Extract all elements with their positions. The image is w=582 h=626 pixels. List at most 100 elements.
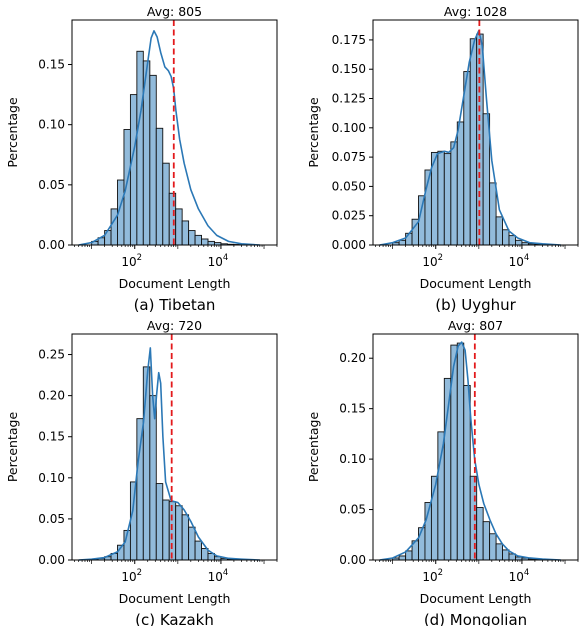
- x-tick-label: 102: [422, 253, 443, 269]
- x-tick-label: 102: [422, 568, 443, 584]
- x-tick-label: 104: [208, 253, 229, 269]
- y-tick-label: 0.20: [38, 389, 65, 403]
- y-tick-label: 0.15: [38, 58, 65, 72]
- chart-title: Avg: 805: [147, 4, 202, 19]
- histogram-bar: [495, 543, 503, 561]
- y-tick-label: 0.175: [332, 33, 366, 47]
- y-tick-label: 0.05: [339, 503, 366, 517]
- histogram-bar: [495, 216, 503, 246]
- histogram-bar: [418, 527, 426, 561]
- histogram-bar: [194, 540, 202, 561]
- kde-curve: [78, 347, 260, 561]
- y-tick-label: 0.125: [332, 92, 366, 106]
- histogram-bar: [155, 127, 164, 246]
- x-tick-label: 102: [121, 568, 142, 584]
- histogram-bar: [508, 235, 516, 246]
- histogram-bar: [469, 38, 478, 246]
- histogram-bar: [188, 230, 196, 246]
- kde-curve: [379, 341, 561, 561]
- histogram-bar: [168, 192, 177, 246]
- axes-frame: [372, 333, 579, 561]
- y-tick-label: 0.15: [38, 430, 65, 444]
- histogram-bar: [476, 507, 484, 561]
- x-axis-label: Document Length: [119, 276, 231, 291]
- histogram-bar: [194, 234, 202, 246]
- x-tick-label: 104: [509, 253, 530, 269]
- axes-frame: [71, 19, 278, 246]
- histogram-bar: [149, 395, 157, 561]
- chart-title: Avg: 720: [147, 318, 202, 333]
- panel-4: 0.00 0.05 0.10 0.15 0.20 102 104 Avg: 807 Docume…: [306, 318, 579, 626]
- x-tick-label: 104: [509, 568, 530, 584]
- histogram-bar: [502, 229, 510, 246]
- y-tick-label: 0.05: [38, 178, 65, 192]
- x-tick-label: 102: [121, 253, 142, 269]
- histogram-bar: [489, 533, 497, 561]
- chart-title: Avg: 807: [448, 318, 503, 333]
- histogram-bar: [149, 74, 157, 246]
- y-tick-label: 0.050: [332, 179, 366, 193]
- histogram-bar: [489, 182, 497, 246]
- y-tick-label: 0.05: [38, 512, 65, 526]
- y-tick-label: 0.000: [332, 238, 366, 252]
- y-tick-label: 0.00: [339, 553, 366, 567]
- y-tick-label: 0.20: [339, 351, 366, 365]
- axes-frame: [71, 333, 278, 561]
- y-tick-label: 0.075: [332, 150, 366, 164]
- axes-frame: [372, 19, 579, 246]
- y-tick-label: 0.15: [339, 402, 366, 416]
- histogram-bar: [181, 220, 190, 246]
- y-tick-label: 0.00: [38, 553, 65, 567]
- panel-3: 0.00 0.05 0.10 0.15 0.20 0.25 102 104 Avg: 720 Do…: [5, 318, 278, 626]
- subfigure-caption: (d) Mongolian: [424, 611, 527, 626]
- y-axis-label: Percentage: [306, 412, 321, 483]
- histogram-bar: [162, 499, 170, 561]
- histogram-bar: [463, 71, 471, 246]
- y-tick-label: 0.100: [332, 121, 366, 135]
- y-tick-label: 0.25: [38, 348, 65, 362]
- y-tick-label: 0.00: [38, 238, 65, 252]
- histogram-bar: [450, 141, 458, 246]
- y-tick-label: 0.025: [332, 209, 366, 223]
- histogram-bar: [201, 238, 209, 246]
- histogram-bar: [463, 385, 471, 561]
- histogram-bar: [443, 377, 452, 561]
- y-tick-label: 0.150: [332, 62, 366, 76]
- histogram-bar: [443, 153, 452, 246]
- histogram-bar: [136, 418, 144, 561]
- histogram-bar: [123, 129, 131, 246]
- y-axis-label: Percentage: [5, 412, 20, 483]
- histogram-bar: [136, 50, 144, 246]
- histogram-bar: [175, 208, 183, 246]
- histogram-bar: [437, 431, 445, 561]
- y-tick-label: 0.10: [38, 118, 65, 132]
- histogram-bar: [502, 549, 510, 561]
- y-axis-label: Percentage: [5, 97, 20, 168]
- subfigure-caption: (c) Kazakh: [135, 611, 214, 626]
- panel-1: 0.00 0.05 0.10 0.15 102 104 Avg: 805 Document L…: [5, 4, 278, 314]
- histogram-bar: [155, 483, 164, 561]
- subfigure-caption: (a) Tibetan: [134, 296, 216, 314]
- histogram-bar: [175, 505, 183, 561]
- histogram-bar: [142, 366, 151, 561]
- histogram-bar: [129, 94, 138, 246]
- kde-curve: [379, 29, 561, 246]
- histogram-bar: [181, 514, 190, 561]
- histogram-bar: [398, 239, 407, 246]
- y-axis-label: Percentage: [306, 97, 321, 168]
- x-axis-label: Document Length: [420, 591, 532, 606]
- histogram-bar: [437, 150, 445, 246]
- histogram-bar: [405, 550, 413, 561]
- histogram-bar: [207, 240, 215, 246]
- chart-title: Avg: 1028: [444, 4, 507, 19]
- kde-curve: [78, 30, 260, 246]
- histogram-bar: [162, 162, 170, 246]
- histogram-bar: [482, 113, 491, 246]
- histogram-bar: [482, 521, 491, 561]
- histogram-bar: [188, 526, 196, 561]
- histogram-bar: [398, 555, 407, 561]
- x-axis-label: Document Length: [119, 591, 231, 606]
- x-axis-label: Document Length: [420, 276, 532, 291]
- histogram-bar: [456, 121, 465, 246]
